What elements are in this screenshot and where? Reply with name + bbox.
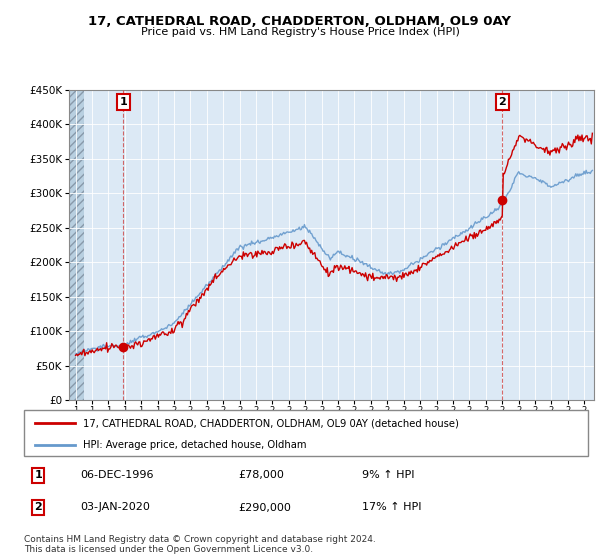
FancyBboxPatch shape: [24, 410, 588, 456]
Text: 03-JAN-2020: 03-JAN-2020: [80, 502, 150, 512]
Text: 17% ↑ HPI: 17% ↑ HPI: [362, 502, 422, 512]
Text: HPI: Average price, detached house, Oldham: HPI: Average price, detached house, Oldh…: [83, 440, 307, 450]
Text: 9% ↑ HPI: 9% ↑ HPI: [362, 470, 415, 480]
Text: 17, CATHEDRAL ROAD, CHADDERTON, OLDHAM, OL9 0AY: 17, CATHEDRAL ROAD, CHADDERTON, OLDHAM, …: [89, 15, 511, 28]
Text: 1: 1: [119, 97, 127, 107]
Text: Price paid vs. HM Land Registry's House Price Index (HPI): Price paid vs. HM Land Registry's House …: [140, 27, 460, 38]
Text: Contains HM Land Registry data © Crown copyright and database right 2024.
This d: Contains HM Land Registry data © Crown c…: [24, 535, 376, 554]
Text: 17, CATHEDRAL ROAD, CHADDERTON, OLDHAM, OL9 0AY (detached house): 17, CATHEDRAL ROAD, CHADDERTON, OLDHAM, …: [83, 418, 459, 428]
Text: 2: 2: [34, 502, 42, 512]
Text: 2: 2: [499, 97, 506, 107]
Text: £290,000: £290,000: [238, 502, 291, 512]
Text: 1: 1: [34, 470, 42, 480]
Text: £78,000: £78,000: [238, 470, 284, 480]
Text: 06-DEC-1996: 06-DEC-1996: [80, 470, 154, 480]
